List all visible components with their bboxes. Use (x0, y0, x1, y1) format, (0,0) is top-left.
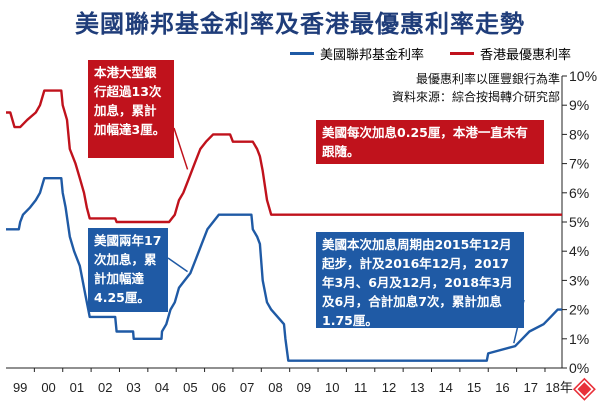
legend-hk-swatch (450, 52, 474, 55)
y-tick-label: 5% (569, 214, 589, 230)
y-tick-label: 4% (569, 243, 589, 259)
x-tick-label: 07 (240, 380, 254, 395)
hk-prime-rate-line (6, 89, 562, 224)
x-tick-label: 05 (183, 380, 197, 395)
x-tick-label: 04 (155, 380, 169, 395)
y-tick-label: 7% (569, 156, 589, 172)
watermark-logo: ◈ (572, 370, 596, 405)
x-tick-label: 12 (382, 380, 396, 395)
y-tick-label: 10% (569, 68, 597, 84)
series-lines (6, 89, 562, 362)
x-tick-label: 03 (126, 380, 140, 395)
x-tick-label: 10 (325, 380, 339, 395)
x-tick-label: 16 (495, 380, 509, 395)
callout-hk-rise (173, 127, 189, 170)
chart-title: 美國聯邦基金利率及香港最優惠利率走勢 (75, 10, 525, 38)
y-tick-label: 1% (569, 331, 589, 347)
x-tick-label: 02 (98, 380, 112, 395)
legend-us-label: 美國聯邦基金利率 (320, 48, 425, 63)
y-tick-label: 0% (569, 360, 589, 376)
x-tick-label: 06 (212, 380, 226, 395)
note-prime-basis: 最優惠利率以匯豐銀行為準 (415, 72, 560, 86)
legend-us: 美國聯邦基金利率 (290, 44, 424, 63)
x-tick-label: 11 (354, 380, 368, 395)
x-tick-label: 18年 (545, 380, 572, 395)
annotation-hk-flat: 美國每次加息0.25厘，本港一直未有跟隨。 (316, 120, 544, 164)
y-tick-label: 2% (569, 302, 589, 318)
x-tick-label: 17 (524, 380, 538, 395)
callout-us-rise (167, 257, 188, 273)
x-tick-label: 01 (70, 380, 84, 395)
y-tick-label: 6% (569, 185, 589, 201)
annotation-hk-rise: 本港大型銀行超過13次加息，累計加幅達3厘。 (88, 60, 174, 158)
y-tick-label: 3% (569, 272, 589, 288)
note-source: 資料來源：綜合按揭轉介研究部 (391, 90, 560, 104)
x-axis: 99 00 01 02 03 04 05 06 07 08 09 10 11 12 13 14 15 16 17 18… (6, 367, 573, 395)
annotation-us-cycle: 美國本次加息周期由2015年12月起步，計及2016年12月，2017年3月、6… (316, 232, 524, 328)
x-tick-label: 09 (297, 380, 311, 395)
y-tick-label: 9% (569, 97, 589, 113)
x-tick-label: 08 (268, 380, 282, 395)
x-tick-label: 15 (467, 380, 481, 395)
annotation-us-rise: 美國兩年17次加息，累計加幅達4.25厘。 (88, 228, 168, 312)
legend-hk: 香港最優惠利率 (450, 44, 571, 63)
us-fed-funds-line (6, 177, 562, 362)
y-tick-label: 8% (569, 126, 589, 142)
x-tick-label: 13 (410, 380, 424, 395)
legend-us-swatch (290, 52, 314, 55)
y-axis: 0% 1% 2% 3% 4% 5% 6% 7% 8% 9% 10% (561, 68, 597, 376)
legend-hk-label: 香港最優惠利率 (480, 48, 572, 63)
x-tick-label: 14 (438, 380, 452, 395)
x-tick-label: 99 (13, 380, 27, 395)
x-tick-label: 00 (41, 380, 55, 395)
